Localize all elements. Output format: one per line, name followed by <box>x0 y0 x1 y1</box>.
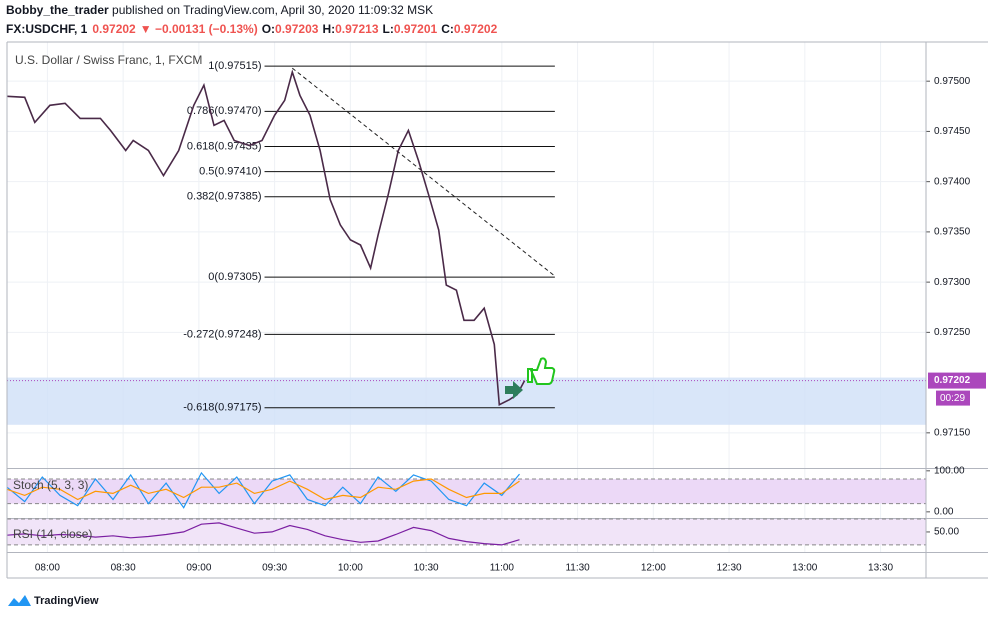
y-tick-label: 0.97400 <box>934 176 971 187</box>
c-value: 0.97202 <box>454 22 498 36</box>
x-tick-label: 11:30 <box>565 563 590 574</box>
fib-label: 0.618(0.97435) <box>187 140 262 152</box>
last: 0.97202 <box>92 22 136 36</box>
y-tick-label: 0.97450 <box>934 126 971 137</box>
logo-icon <box>8 595 31 606</box>
countdown-box <box>936 390 970 406</box>
fib-label: 0(0.97305) <box>208 271 261 283</box>
x-tick-label: 10:00 <box>338 563 363 574</box>
price-axis-bg <box>926 42 988 578</box>
fib-label: -0.618(0.97175) <box>183 402 261 414</box>
last-price-label: 0.97202 <box>934 375 971 386</box>
y-tick-label: 50.00 <box>934 527 959 538</box>
zone <box>7 377 926 425</box>
chart-layer: 08:00 08:30 09:00 09:30 10:00 10:30 11:00 11:30… <box>6 41 988 579</box>
last-price-box <box>928 372 986 389</box>
x-tick-label: 09:30 <box>262 563 287 574</box>
series-line <box>6 69 526 406</box>
author: Bobby_the_trader <box>6 3 109 17</box>
y-tick-label: 0.00 <box>934 506 954 517</box>
y-tick-label: 0.97150 <box>934 427 971 438</box>
x-tick-label: 10:30 <box>414 563 439 574</box>
countdown: 00:29 <box>940 393 965 404</box>
o-value: 0.97203 <box>275 22 319 36</box>
y-tick-label: 0.97300 <box>934 277 971 288</box>
fib-label: -0.272(0.97248) <box>183 328 261 340</box>
y-tick-label: 0.97350 <box>934 227 971 238</box>
thumb-icon <box>527 357 556 385</box>
fib-label: 1(0.97515) <box>208 60 261 72</box>
y-tick-label: 0.97250 <box>934 327 971 338</box>
series-line <box>6 478 520 501</box>
y-tick-label: 100.00 <box>934 465 965 476</box>
c-label: C: <box>441 22 454 36</box>
quote-line: FX:USDCHF, 1 0.97202 ▼ −0.00131 (−0.13%) O:… <box>6 22 498 36</box>
arrow-icon <box>505 381 523 399</box>
y-tick-label: 0.97500 <box>934 76 971 87</box>
fib-label: 0.382(0.97385) <box>187 191 262 203</box>
h-label: H: <box>322 22 335 36</box>
band <box>7 479 926 504</box>
o-label: O: <box>262 22 275 36</box>
x-tick-label: 08:00 <box>35 563 60 574</box>
x-tick-label: 13:00 <box>792 563 817 574</box>
l-label: L: <box>383 22 394 36</box>
x-tick-label: 12:00 <box>641 563 666 574</box>
published: published on TradingView.com, April 30, … <box>109 3 433 17</box>
symbol: FX:USDCHF, 1 <box>6 22 88 36</box>
h-value: 0.97213 <box>335 22 379 36</box>
pane-title: Stoch (5, 3, 3) <box>13 478 88 492</box>
fib-label: 0.786(0.97470) <box>187 105 262 117</box>
x-tick-label: 13:30 <box>868 563 893 574</box>
pane-title: RSI (14, close) <box>13 527 92 541</box>
brand: TradingView <box>34 595 99 607</box>
publish-line: Bobby_the_trader published on TradingVie… <box>6 3 433 17</box>
change: ▼ −0.00131 (−0.13%) <box>140 22 258 36</box>
fib-label: 0.5(0.97410) <box>199 166 261 178</box>
x-tick-label: 12:30 <box>717 563 742 574</box>
x-tick-label: 11:00 <box>490 563 515 574</box>
band <box>7 519 926 545</box>
pane-title: U.S. Dollar / Swiss Franc, 1, FXCM <box>15 53 202 67</box>
series-line <box>6 471 520 509</box>
x-tick-label: 09:00 <box>186 563 211 574</box>
series-line <box>6 522 520 546</box>
l-value: 0.97201 <box>394 22 438 36</box>
x-tick-label: 08:30 <box>111 563 136 574</box>
